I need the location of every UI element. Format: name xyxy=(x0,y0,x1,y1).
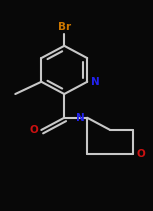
Text: N: N xyxy=(91,77,100,87)
Text: O: O xyxy=(30,125,38,135)
Text: Br: Br xyxy=(58,22,71,32)
Text: N: N xyxy=(76,113,84,123)
Text: O: O xyxy=(136,149,145,159)
